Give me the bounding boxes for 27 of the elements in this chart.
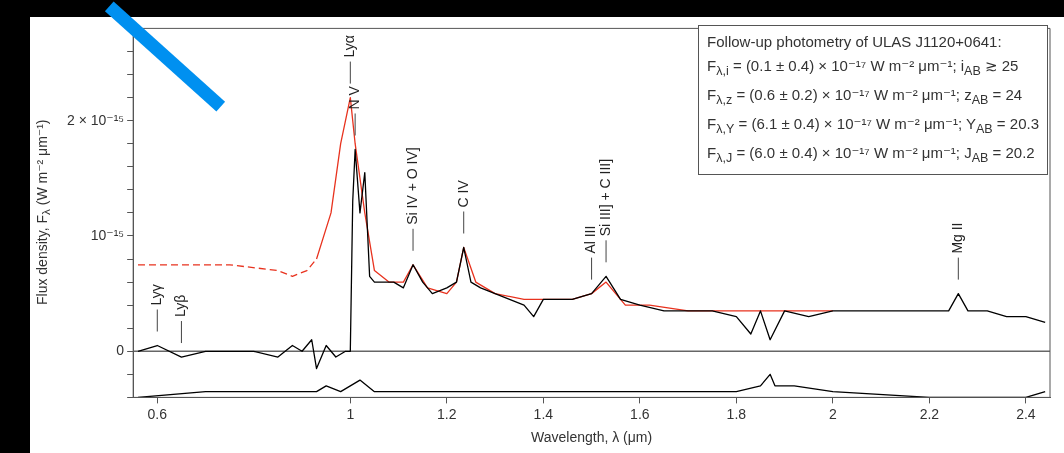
annotation: Mg II [949, 222, 966, 254]
annotation: C IV [454, 179, 471, 208]
annotation: Al III [582, 225, 599, 254]
x-axis-title: Wavelength, λ (μm) [531, 429, 653, 446]
x-tick-label: 1.6 [630, 405, 650, 422]
x-tick-label: 1.4 [533, 405, 554, 422]
x-tick-label: 1 [346, 405, 355, 422]
x-tick-label: 1.2 [437, 405, 457, 422]
x-tick-label: 2.4 [1016, 405, 1036, 422]
annotation: Lyα [341, 35, 358, 58]
annotation: Lyβ [172, 294, 189, 318]
y-tick-label: 10⁻¹⁵ [90, 226, 125, 243]
x-tick-label: 1.8 [726, 405, 747, 422]
annotation: Lyγ [148, 284, 165, 306]
x-tick-label: 2 [828, 405, 837, 422]
annotation: F$_{λ,i}$ = (0.1 ± 0.4) × 10⁻¹⁷ W m⁻² μm⁻¹; i$_{AB}$ ≳ 25 [707, 56, 1020, 80]
x-tick-label: 0.6 [147, 405, 168, 422]
y-tick-label: 0 [116, 342, 125, 359]
annotation: F$_{λ,Y}$ = (6.1 ± 0.4) × 10⁻¹⁷ W m⁻² μm⁻¹; Y$_{AB}$ = 20.3 [707, 114, 1039, 138]
x-tick-label: 2.2 [919, 405, 940, 422]
annotation: F$_{λ,z}$ = (0.6 ± 0.2) × 10⁻¹⁷ W m⁻² μm⁻¹; z$_{AB}$ = 24 [707, 85, 1024, 109]
annotation: Follow-up photometry of ULAS J1120+0641: [707, 32, 1003, 52]
annotation: F$_{λ,J}$ = (6.0 ± 0.4) × 10⁻¹⁷ W m⁻² μm⁻¹; J$_{AB}$ = 20.2 [707, 143, 1036, 167]
annotation: Si IV + O IV] [403, 147, 420, 225]
annotation: N V [346, 85, 362, 110]
y-tick-label: 2 × 10⁻¹⁵ [67, 111, 125, 128]
annotation: Si III] + C III] [596, 158, 613, 237]
